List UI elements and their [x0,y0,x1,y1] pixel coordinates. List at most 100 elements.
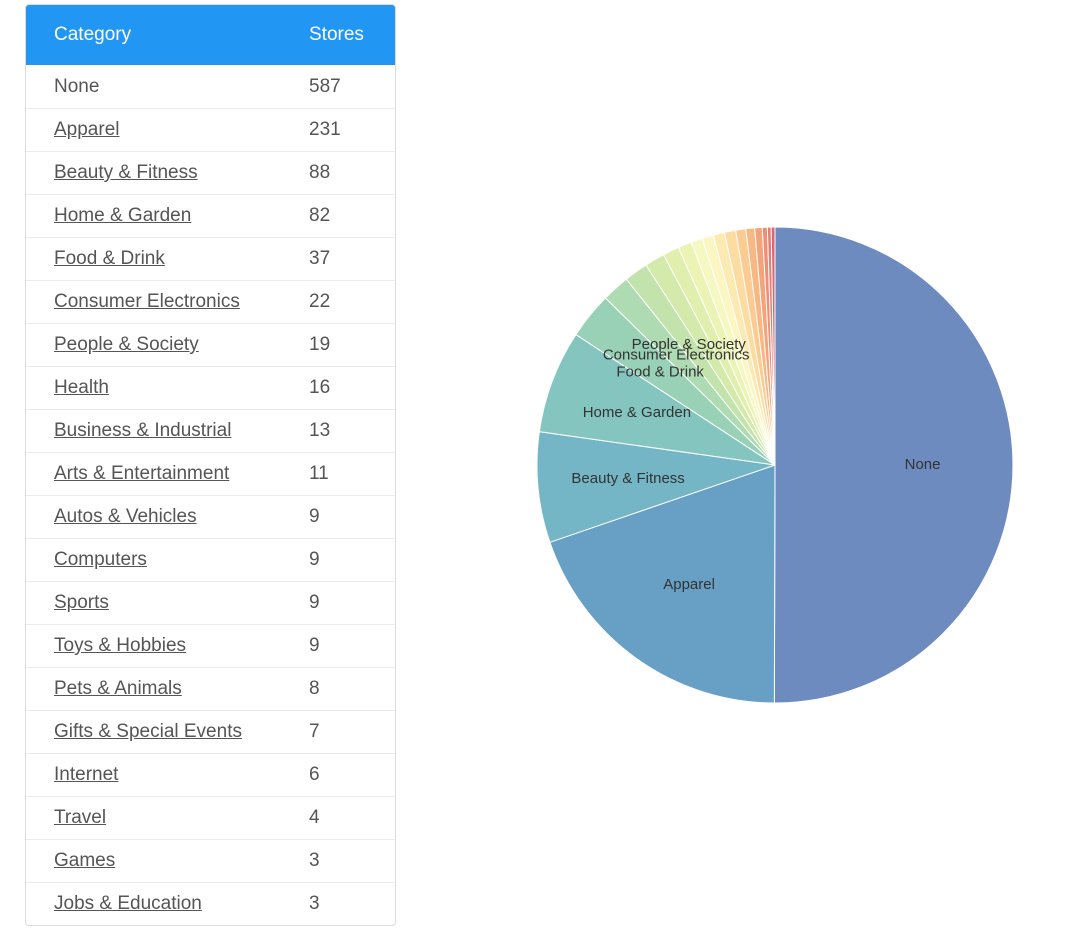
category-link[interactable]: Jobs & Education [54,893,202,914]
category-link[interactable]: Sports [54,592,109,613]
category-link[interactable]: Consumer Electronics [54,291,240,312]
category-cell: Travel [26,807,309,829]
table-row: Consumer Electronics 22 [26,280,395,323]
category-table: Category Stores None 587 Apparel 231 Beauty … [25,4,396,926]
stores-cell: 587 [309,75,341,97]
category-cell: Consumer Electronics [26,291,309,313]
category-link[interactable]: Autos & Vehicles [54,506,197,527]
category-link[interactable]: Gifts & Special Events [54,721,242,742]
table-row: Food & Drink 37 [26,237,395,280]
category-link[interactable]: People & Society [54,334,199,355]
table-row: Health 16 [26,366,395,409]
category-link[interactable]: Beauty & Fitness [54,162,198,183]
table-row: People & Society 19 [26,323,395,366]
category-cell: Home & Garden [26,205,309,227]
stores-cell: 9 [309,592,320,613]
category-cell: Toys & Hobbies [26,635,309,657]
stores-cell: 16 [309,377,331,398]
pie-slice-label: Consumer Electronics [603,346,750,363]
category-cell: Business & Industrial [26,420,309,442]
stores-cell: 88 [309,162,331,183]
table-row: Apparel 231 [26,108,395,151]
category-cell: Pets & Animals [26,678,309,700]
stores-cell: 6 [309,764,320,785]
category-link[interactable]: Apparel [54,119,120,140]
category-cell: Health [26,377,309,399]
stores-cell: 11 [309,463,329,484]
category-link[interactable]: Food & Drink [54,248,165,269]
category-link[interactable]: Travel [54,807,107,828]
table-body: None 587 Apparel 231 Beauty & Fitness 88 Home … [26,65,395,925]
table-row: Sports 9 [26,581,395,624]
table-row: Business & Industrial 13 [26,409,395,452]
pie-chart-container: None Apparel Beauty & Fitness Home & Garden… [520,210,1030,720]
stores-cell: 9 [309,506,320,527]
pie-chart: None Apparel Beauty & Fitness Home & Garden… [536,226,1014,704]
pie-slice-label: Beauty & Fitness [571,470,684,487]
stores-cell: 19 [309,334,331,355]
pie-slice-label: Food & Drink [616,363,704,380]
table-row: Beauty & Fitness 88 [26,151,395,194]
stores-cell: 9 [309,549,320,570]
category-cell: None [26,76,309,98]
stores-cell: 231 [309,119,341,140]
category-label: None [54,75,100,97]
pie-slice[interactable] [538,333,776,466]
category-cell: Beauty & Fitness [26,162,309,184]
header-stores: Stores [309,24,364,45]
category-link[interactable]: Business & Industrial [54,420,232,441]
stores-cell: 7 [309,721,320,742]
table-row: Jobs & Education 3 [26,882,395,925]
table-row: Gifts & Special Events 7 [26,710,395,753]
pie-slice[interactable] [549,464,776,704]
table-row: Autos & Vehicles 9 [26,495,395,538]
category-link[interactable]: Toys & Hobbies [54,635,187,656]
table-row: Arts & Entertainment 11 [26,452,395,495]
pie-slice[interactable] [536,431,776,543]
category-cell: People & Society [26,334,309,356]
pie-slice-label: Home & Garden [583,404,691,421]
table-row: Computers 9 [26,538,395,581]
table-header: Category Stores [26,5,395,65]
stores-cell: 13 [309,420,331,441]
category-cell: Food & Drink [26,248,309,270]
category-cell: Jobs & Education [26,893,309,915]
category-cell: Sports [26,592,309,614]
category-cell: Gifts & Special Events [26,721,309,743]
pie-slice[interactable] [770,226,776,466]
category-cell: Arts & Entertainment [26,463,309,485]
category-cell: Computers [26,549,309,571]
pie-slice-label: Apparel [663,576,715,593]
category-cell: Internet [26,764,309,786]
stores-cell: 9 [309,635,320,656]
table-row: Internet 6 [26,753,395,796]
stores-cell: 3 [309,850,320,871]
pie-slice[interactable] [773,226,1014,704]
category-link[interactable]: Home & Garden [54,205,192,226]
table-row: Travel 4 [26,796,395,839]
pie-slice-label: None [905,456,941,473]
category-link[interactable]: Games [54,850,116,871]
category-link[interactable]: Pets & Animals [54,678,182,699]
table-row: Toys & Hobbies 9 [26,624,395,667]
table-row: None 587 [26,65,395,108]
pie-slice-label: People & Society [632,336,747,353]
stores-cell: 82 [309,205,331,226]
category-cell: Games [26,850,309,872]
table-row: Games 3 [26,839,395,882]
category-link[interactable]: Health [54,377,109,398]
stores-cell: 3 [309,893,320,914]
stores-cell: 22 [309,291,331,312]
category-link[interactable]: Internet [54,764,119,785]
table-row: Pets & Animals 8 [26,667,395,710]
category-cell: Apparel [26,119,309,141]
stores-cell: 8 [309,678,320,699]
stores-cell: 4 [309,807,320,828]
category-link[interactable]: Computers [54,549,147,570]
category-cell: Autos & Vehicles [26,506,309,528]
stores-cell: 37 [309,248,331,269]
header-category: Category [54,24,132,45]
table-row: Home & Garden 82 [26,194,395,237]
category-link[interactable]: Arts & Entertainment [54,463,230,484]
